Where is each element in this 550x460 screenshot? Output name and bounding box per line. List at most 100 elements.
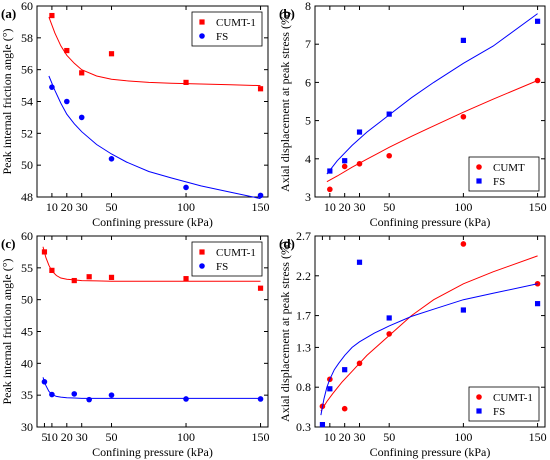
- legend: CUMT FS: [468, 156, 540, 192]
- data-point: [460, 307, 466, 313]
- data-point: [386, 152, 392, 159]
- y-tick-label: 50: [21, 293, 33, 307]
- y-tick-label: 7: [305, 37, 311, 51]
- data-point: [319, 422, 326, 428]
- x-tick-label: 100: [177, 200, 195, 214]
- legend-label: FS: [216, 261, 228, 273]
- x-axis-label: Confining pressure (kPa): [92, 445, 213, 459]
- x-tick-label: 20: [61, 430, 73, 444]
- legend-label: FS: [216, 31, 228, 43]
- y-tick-label: 2.2: [296, 269, 311, 283]
- data-point: [183, 79, 189, 85]
- legend-box: [468, 156, 540, 192]
- x-tick-label: 20: [339, 200, 351, 214]
- y-tick-label: 8: [305, 0, 311, 13]
- fit-curve-2: [320, 283, 538, 416]
- x-axis-label: Confining pressure (kPa): [370, 215, 491, 229]
- data-point: [327, 168, 333, 174]
- y-tick-label: 1.7: [296, 309, 311, 323]
- x-tick-label: 5: [41, 430, 47, 444]
- data-point: [386, 331, 392, 337]
- data-point: [108, 156, 115, 162]
- legend-label: CUMT-1: [216, 247, 256, 259]
- legend-label: CUMT-1: [216, 17, 256, 29]
- chart-panel-2: 10 20 30 50 100 150 3 4 5 6 7 8 Confining pressure (…: [278, 0, 547, 229]
- data-point: [108, 274, 115, 280]
- fit-curve-1: [326, 80, 538, 183]
- legend-box: [191, 11, 263, 47]
- panel-label: (a): [1, 6, 16, 21]
- x-tick-label: 20: [339, 430, 351, 444]
- data-point: [460, 37, 466, 43]
- legend-marker: [199, 249, 205, 255]
- legend-marker: [199, 33, 205, 39]
- data-point: [64, 47, 70, 54]
- data-point: [342, 158, 348, 164]
- data-point: [108, 392, 115, 398]
- data-point: [78, 114, 85, 121]
- data-point: [49, 267, 55, 273]
- data-point: [356, 259, 363, 265]
- chart-panel-4: 10 20 30 50 100 150 0.3 0.8 1.3 1.7 2.2 2.7 Confinin…: [278, 229, 547, 459]
- data-point: [534, 18, 541, 24]
- x-tick-label: 10: [46, 430, 58, 444]
- legend: CUMT-1 FS: [191, 11, 263, 47]
- data-point: [49, 12, 55, 19]
- legend-label: FS: [493, 406, 505, 418]
- chart-panel-1: 10 20 30 50 100 150 48 50 52 54 56 58 60 Confining pr…: [0, 0, 270, 229]
- plot-frame: [314, 235, 546, 428]
- x-tick-label: 30: [354, 430, 366, 444]
- data-point: [183, 396, 189, 402]
- y-tick-label: 40: [21, 356, 33, 370]
- y-tick-label: 58: [21, 31, 33, 45]
- legend-marker: [199, 263, 205, 269]
- data-point: [356, 129, 363, 135]
- x-tick-label: 100: [454, 430, 472, 444]
- fit-curve-1: [320, 255, 538, 412]
- legend: CUMT-1 FS: [191, 241, 263, 277]
- data-point: [257, 192, 264, 199]
- x-tick-label: 50: [383, 200, 395, 214]
- y-tick-label: 30: [21, 420, 33, 434]
- y-axis-label: Peak internal friction angle (°): [0, 258, 14, 404]
- legend-marker: [476, 408, 482, 414]
- y-tick-label: 45: [21, 325, 33, 339]
- y-tick-label: 60: [21, 0, 33, 13]
- x-tick-label: 150: [529, 430, 547, 444]
- x-tick-label: 50: [106, 200, 118, 214]
- x-tick-label: 150: [252, 430, 270, 444]
- x-tick-label: 10: [46, 200, 58, 214]
- x-tick-label: 30: [76, 430, 88, 444]
- data-point: [327, 386, 333, 392]
- legend-label: CUMT: [493, 162, 525, 174]
- y-axis-label: Peak internal friction angle (°): [0, 28, 14, 174]
- y-tick-label: 0.8: [296, 380, 311, 394]
- data-point: [356, 360, 363, 367]
- x-axis-label: Confining pressure (kPa): [370, 445, 491, 459]
- data-point: [49, 84, 55, 90]
- fit-curve-1: [48, 16, 261, 87]
- data-point: [71, 391, 78, 397]
- data-point: [386, 315, 392, 321]
- legend-marker: [476, 178, 482, 184]
- panel-label: (b): [279, 6, 295, 21]
- data-point: [534, 301, 541, 307]
- data-point: [183, 276, 189, 282]
- data-point: [41, 249, 48, 255]
- fit-curve-2: [326, 13, 538, 175]
- legend-label: FS: [493, 176, 505, 188]
- y-tick-label: 54: [21, 95, 33, 109]
- data-point: [86, 274, 92, 280]
- x-tick-label: 100: [454, 200, 472, 214]
- data-point: [460, 241, 467, 247]
- y-tick-label: 55: [21, 261, 33, 275]
- data-point: [64, 98, 70, 105]
- data-point: [257, 86, 264, 92]
- legend-box: [468, 386, 540, 422]
- data-point: [183, 184, 189, 191]
- y-tick-label: 35: [21, 388, 33, 402]
- x-tick-label: 20: [61, 200, 73, 214]
- data-point: [79, 70, 85, 76]
- data-point: [342, 367, 348, 373]
- legend-marker: [476, 164, 482, 170]
